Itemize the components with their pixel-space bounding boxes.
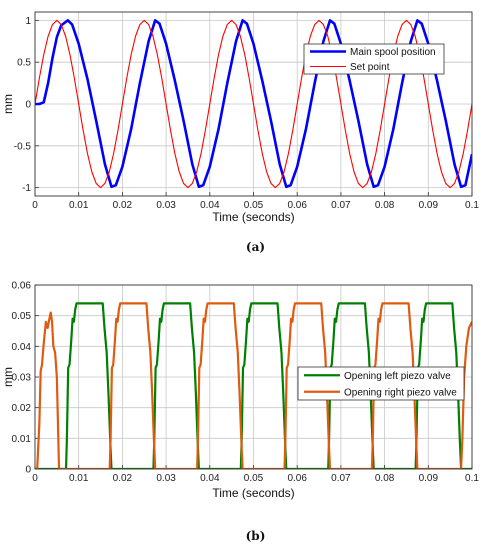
y-tick-label: 0.02 (12, 403, 32, 414)
x-tick-label: 0.1 (465, 200, 479, 211)
plot-frame (34, 284, 473, 470)
y-tick-label: 0.03 (12, 373, 32, 384)
y-tick-label: 0 (25, 100, 31, 111)
x-tick-label: 0.05 (244, 473, 264, 484)
figure-caption: (a) (246, 240, 265, 254)
y-tick-label: 0.5 (17, 58, 31, 69)
legend: Main spool position Set point (303, 43, 445, 75)
y-tick-label: 0.06 (12, 281, 32, 292)
x-tick-label: 0.01 (69, 200, 89, 211)
x-tick-label: 0.04 (200, 200, 220, 211)
x-tick-label: 0.1 (465, 473, 479, 484)
legend: Opening left piezo valve Opening right pi… (297, 366, 465, 401)
figure-caption: (b) (246, 529, 266, 543)
y-axis-label: mm (1, 367, 15, 387)
y-tick-label: 0.01 (12, 434, 32, 445)
legend-box (303, 43, 445, 75)
x-tick-label: 0.03 (156, 473, 176, 484)
x-tick-label: 0.05 (244, 200, 264, 211)
x-tick-label: 0.09 (419, 473, 439, 484)
legend-label: Set point (350, 62, 390, 73)
x-tick-label: 0.01 (69, 473, 89, 484)
y-tick-label: 1 (25, 16, 31, 27)
x-tick-label: 0.06 (287, 473, 307, 484)
y-tick-label: 0.05 (12, 311, 32, 322)
x-tick-label: 0.06 (287, 200, 307, 211)
series-line-1 (35, 19, 472, 189)
x-tick-label: 0.02 (113, 473, 133, 484)
x-tick-label: 0.09 (419, 200, 439, 211)
x-tick-label: 0.04 (200, 473, 220, 484)
legend-label: Opening right piezo valve (344, 387, 457, 398)
x-tick-label: 0.08 (375, 200, 395, 211)
y-tick-label: -1 (22, 183, 31, 194)
chart-a: 0 0.01 0.02 0.03 0.04 0.05 0.06 0.07 0.08 0.09 0.1… (1, 11, 479, 254)
y-axis-label: mm (1, 94, 15, 114)
x-tick-label: 0.07 (331, 473, 351, 484)
y-tick-label: 0 (25, 465, 31, 476)
plot-frame (34, 11, 473, 197)
x-tick-label: 0.03 (156, 200, 176, 211)
x-tick-label: 0.07 (331, 200, 351, 211)
chart-b: 0 0.01 0.02 0.03 0.04 0.05 0.06 0.07 0.08 0.09 0.1… (1, 281, 479, 544)
x-tick-label: 0.02 (113, 200, 133, 211)
x-tick-label: 0 (32, 473, 38, 484)
x-tick-label: 0.08 (375, 473, 395, 484)
series-line-2 (35, 302, 472, 469)
x-axis-label: Time (seconds) (212, 210, 294, 224)
legend-label: Opening left piezo valve (344, 371, 451, 382)
legend-label: Main spool position (350, 47, 436, 58)
y-tick-label: -0.5 (14, 141, 32, 152)
x-tick-label: 0 (32, 200, 38, 211)
y-tick-label: 0.04 (12, 342, 32, 353)
legend-box (297, 366, 465, 401)
x-axis-label: Time (seconds) (212, 486, 294, 500)
series-line-2 (35, 19, 472, 189)
